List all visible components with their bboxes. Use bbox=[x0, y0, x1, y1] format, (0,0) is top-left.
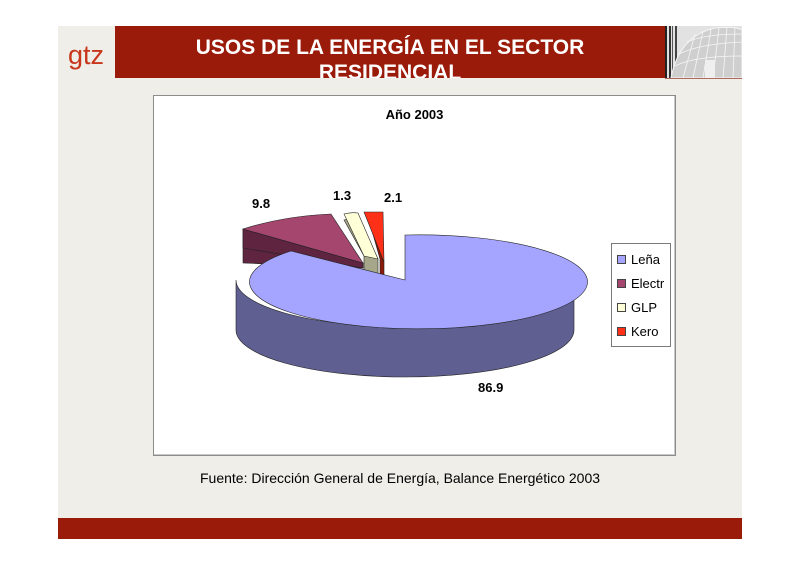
legend-item-lena: Leña bbox=[617, 251, 660, 267]
slide-title-line2: RESIDENCIAL bbox=[318, 61, 462, 78]
pie-slice-glp bbox=[343, 212, 379, 279]
legend-swatch-icon bbox=[617, 278, 626, 288]
chart-area: Año 2003 bbox=[153, 95, 676, 456]
gtz-logo: gtz bbox=[68, 40, 105, 70]
legend-item-kero: Kero bbox=[617, 323, 658, 339]
legend-swatch-icon bbox=[617, 302, 626, 312]
slide: gtz USOS DE LA ENERGÍA EN EL SECTOR RESI… bbox=[58, 26, 742, 539]
footer-bar bbox=[58, 518, 742, 539]
data-label-lena: 86.9 bbox=[478, 380, 504, 395]
pie-chart bbox=[235, 211, 588, 378]
header-bar: USOS DE LA ENERGÍA EN EL SECTOR RESIDENC… bbox=[115, 26, 665, 78]
data-label-kero: 2.1 bbox=[384, 190, 403, 205]
slide-title-line1: USOS DE LA ENERGÍA EN EL SECTOR bbox=[195, 36, 585, 59]
legend-item-electr: Electr bbox=[617, 275, 664, 291]
chart-title: Año 2003 bbox=[385, 107, 444, 122]
slide-title: USOS DE LA ENERGÍA EN EL SECTOR RESIDENC… bbox=[115, 35, 665, 78]
dome-illustration-icon bbox=[665, 26, 742, 78]
pie-slice-lena bbox=[235, 234, 588, 378]
data-label-electr: 9.8 bbox=[252, 196, 271, 211]
chart-legend: Leña Electr GLP Kero bbox=[611, 243, 671, 347]
dome-image bbox=[665, 26, 742, 79]
legend-swatch-icon bbox=[617, 326, 626, 336]
data-label-glp: 1.3 bbox=[333, 188, 352, 203]
source-caption: Fuente: Dirección General de Energía, Ba… bbox=[199, 470, 601, 486]
legend-swatch-icon bbox=[617, 254, 626, 264]
legend-item-glp: GLP bbox=[617, 299, 657, 315]
